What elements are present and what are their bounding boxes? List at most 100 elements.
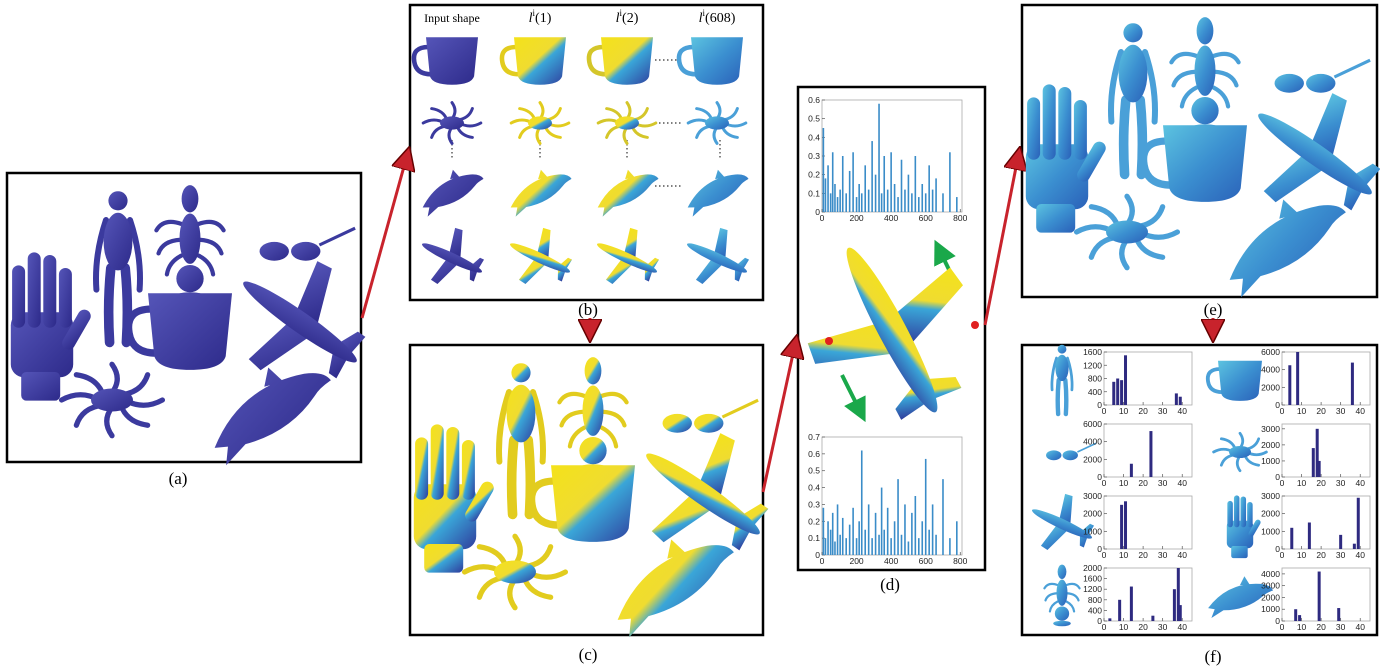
y-tick-label: 4000 [1261,569,1280,579]
shape-cup [679,37,743,84]
human-torso [1119,45,1148,103]
bar [883,530,885,555]
x-tick-label: 400 [884,213,898,223]
ant-abdomen [1055,606,1069,620]
bar [928,530,930,555]
bar [827,165,829,212]
panel-label: (b) [578,300,598,319]
x-tick-label: 30 [1336,550,1346,560]
bar [1118,600,1121,621]
ant-abdomen [1191,97,1218,124]
human-torso [507,385,536,443]
hand-finger [1247,502,1253,527]
bar [1120,380,1123,405]
arrow [362,152,408,318]
octopus-body [91,388,133,411]
octopus-arm [452,103,455,119]
plot-frame [1282,352,1370,405]
bar [1149,431,1152,477]
y-tick-label: 4000 [1261,365,1280,375]
shape-plane [410,217,495,299]
bar [921,184,923,212]
dolphin-body [1213,185,1360,299]
bar [890,538,892,555]
bar [881,488,883,555]
bar [875,513,877,555]
octopus-arm [1122,239,1127,267]
bar [918,197,920,212]
human-legs [109,268,128,342]
shape-plane [498,217,583,299]
hand-finger [431,424,444,499]
bar [878,104,880,212]
x-tick-label: 30 [1336,622,1346,632]
bar [832,513,834,555]
x-tick-label: 40 [1177,550,1187,560]
bar [827,521,829,555]
dolphin-body [592,165,663,217]
y-tick-label: 3000 [1261,424,1280,434]
x-tick-label: 10 [1297,550,1307,560]
shape-hand [1227,495,1262,558]
x-tick-label: 40 [1355,406,1365,416]
cup-body [426,37,478,84]
cup-body [148,293,232,370]
x-tick-label: 40 [1355,478,1365,488]
shape-octopus [688,103,746,144]
x-tick-label: 30 [1336,478,1346,488]
bar [1318,572,1321,621]
bar [1290,528,1293,549]
bar [1179,397,1182,405]
bar [858,521,860,555]
bar [1124,501,1127,549]
shape-octopus [465,536,566,607]
bar [839,190,841,212]
ant-abdomen [176,265,203,292]
glasses-lens [1275,74,1304,93]
shape-glasses [260,228,356,261]
shape-hand [1026,84,1108,232]
octopus-body [440,116,464,129]
y-tick-label: 0.2 [808,516,820,526]
bar [1318,461,1321,477]
y-tick-label: 2000 [1083,454,1102,464]
hand-finger [1043,84,1056,159]
octopus-body [528,116,552,129]
y-tick-label: 800 [1088,595,1102,605]
hand-finger [1027,97,1040,159]
human-torso [1055,355,1068,381]
y-tick-label: 800 [1088,374,1102,384]
shape-cup [502,37,566,84]
bar [915,496,917,555]
bar [908,542,910,555]
y-tick-label: 2000 [1261,509,1280,519]
shape-ant [1171,17,1238,135]
y-tick-label: 6000 [1261,347,1280,357]
hand-finger [1234,495,1240,527]
shape-octopus [62,364,163,435]
x-tick-label: 40 [1177,622,1187,632]
dolphin-body [601,525,748,639]
bar [949,538,951,555]
bar [925,193,927,212]
bar [1116,379,1119,406]
hand-finger [1241,497,1247,528]
bar [852,508,854,555]
bar [911,513,913,555]
bar [830,530,832,555]
x-tick-label: 0 [1280,550,1285,560]
x-tick-label: 10 [1297,478,1307,488]
y-tick-label: 1200 [1083,584,1102,594]
shape-plane [585,217,670,299]
bar [845,193,847,212]
hand-finger [1227,501,1233,527]
y-tick-label: 0.6 [808,95,820,105]
y-tick-label: 0.3 [808,499,820,509]
x-tick-label: 20 [1316,550,1326,560]
cup-body [1163,125,1247,202]
bar [1173,589,1176,621]
y-tick-label: 2000 [1261,592,1280,602]
x-tick-label: 30 [1158,622,1168,632]
octopus-arm [624,127,627,143]
bar [1357,498,1360,549]
